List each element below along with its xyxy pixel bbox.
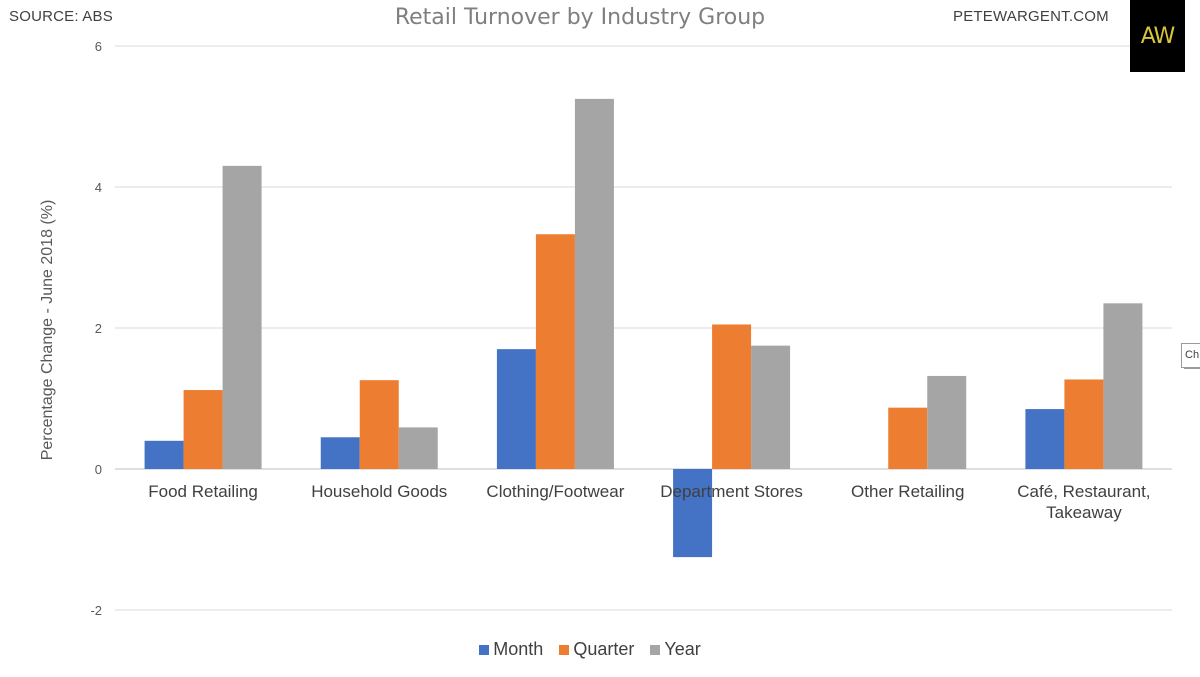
bar-year-3	[751, 345, 791, 469]
y-tick-labels: -2 0 2 4 6	[90, 39, 102, 618]
legend-label-month: Month	[493, 639, 544, 659]
bar-quarter-1	[359, 380, 399, 469]
y-tick-label-4: 6	[95, 39, 102, 54]
chart-tooltip-fragment: Ch	[1181, 343, 1200, 368]
legend-label-year: Year	[664, 639, 701, 659]
category-label-3: Department Stores	[660, 482, 803, 501]
bar-month-0	[144, 440, 184, 469]
bar-year-4	[927, 375, 967, 469]
bar-quarter-5	[1064, 379, 1104, 469]
y-axis-label: Percentage Change - June 2018 (%)	[39, 200, 56, 461]
y-tick-label-3: 4	[95, 180, 102, 195]
source-label: SOURCE: ABS	[9, 8, 113, 25]
legend-swatch-quarter	[559, 644, 570, 655]
y-tick-label-0: -2	[90, 603, 102, 618]
bar-year-5	[1103, 303, 1143, 469]
legend-item-month: Month	[479, 639, 543, 660]
bar-quarter-4	[888, 407, 928, 469]
bar-quarter-3	[712, 324, 752, 469]
bar-quarter-0	[183, 390, 223, 469]
legend: Month Quarter Year	[0, 639, 1180, 660]
bar-month-1	[320, 437, 360, 469]
legend-swatch-month	[479, 644, 490, 655]
legend-item-quarter: Quarter	[559, 639, 634, 660]
y-tick-label-1: 0	[95, 462, 102, 477]
category-label-1: Household Goods	[311, 482, 447, 501]
bar-year-0	[222, 165, 262, 469]
category-label-4: Other Retailing	[851, 482, 964, 501]
gridlines	[115, 45, 1172, 611]
category-label-5: Café, Restaurant, Takeaway	[1017, 482, 1150, 522]
aw-logo: AW	[1130, 0, 1185, 72]
bar-quarter-2	[535, 234, 575, 469]
bar-year-2	[574, 98, 614, 469]
bar-month-3	[673, 469, 713, 558]
legend-swatch-year	[650, 644, 661, 655]
edge-line	[1184, 368, 1200, 369]
bars	[144, 98, 1143, 558]
bar-year-1	[398, 427, 438, 469]
legend-label-quarter: Quarter	[573, 639, 635, 659]
y-tick-label-2: 2	[95, 321, 102, 336]
bar-month-5	[1025, 409, 1065, 469]
website-label: PETEWARGENT.COM	[953, 8, 1109, 25]
category-label-2: Clothing/Footwear	[486, 482, 624, 501]
legend-item-year: Year	[650, 639, 701, 660]
bar-month-2	[496, 349, 536, 469]
category-labels: Food Retailing Household Goods Clothing/Fo…	[148, 482, 1150, 522]
category-label-0: Food Retailing	[148, 482, 258, 501]
chart-title: Retail Turnover by Industry Group	[394, 5, 766, 30]
